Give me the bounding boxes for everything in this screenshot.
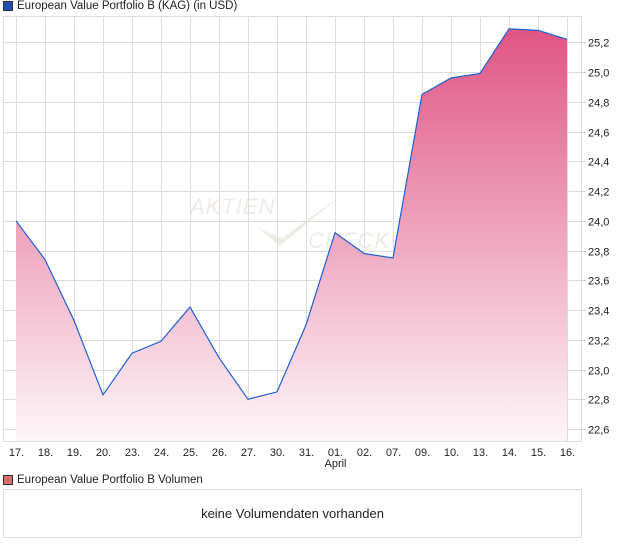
y-tick-label: 23,8 xyxy=(588,247,609,259)
x-tick-label: 15. xyxy=(531,447,546,459)
y-tick-label: 25,2 xyxy=(588,38,609,50)
x-tick-label: 20. xyxy=(96,447,111,459)
x-tick-label: 31. xyxy=(299,447,314,459)
volume-empty-message: keine Volumendaten vorhanden xyxy=(201,506,384,521)
x-tick-label: 10. xyxy=(444,447,459,459)
y-tick-label: 24,6 xyxy=(588,128,609,140)
y-tick-label: 24,2 xyxy=(588,187,609,199)
x-tick-label: 13. xyxy=(473,447,488,459)
x-tick-label: 26. xyxy=(212,447,227,459)
x-tick-label: 27. xyxy=(241,447,256,459)
y-tick-label: 24,4 xyxy=(588,157,609,169)
y-tick-label: 24,8 xyxy=(588,98,609,110)
svg-text:AKTIEN: AKTIEN xyxy=(188,194,275,219)
x-tick-label: 14. xyxy=(502,447,517,459)
volume-legend: European Value Portfolio B Volumen xyxy=(3,474,203,486)
y-tick-label: 23,2 xyxy=(588,336,609,348)
x-tick-label: 25. xyxy=(183,447,198,459)
x-tick-label: 17. xyxy=(9,447,24,459)
volume-legend-label: European Value Portfolio B Volumen xyxy=(17,474,203,486)
price-legend: European Value Portfolio B (KAG) (in USD… xyxy=(3,0,237,12)
y-tick-label: 25,0 xyxy=(588,68,609,80)
x-tick-label: 23. xyxy=(125,447,140,459)
price-legend-label: European Value Portfolio B (KAG) (in USD… xyxy=(17,0,238,12)
volume-panel: keine Volumendaten vorhanden xyxy=(3,489,582,538)
x-tick-label: 19. xyxy=(67,447,82,459)
y-tick-label: 22,8 xyxy=(588,395,609,407)
y-tick-label: 22,6 xyxy=(588,425,609,437)
price-legend-swatch xyxy=(3,1,13,11)
price-line xyxy=(15,28,568,400)
y-tick-label: 23,4 xyxy=(588,306,609,318)
x-month-label: April xyxy=(324,458,346,470)
aktiencheck-watermark: AKTIEN CHECK xyxy=(188,194,389,253)
price-chart: AKTIEN CHECK 22,6 22,8 23,0 23,2 23,4 23,6 23,… xyxy=(3,16,609,470)
volume-legend-swatch xyxy=(3,475,13,485)
x-tick-label: 16. xyxy=(560,447,575,459)
x-tick-label: 24. xyxy=(154,447,169,459)
price-area xyxy=(16,28,567,442)
x-tick-label: 07. xyxy=(386,447,401,459)
y-tick-label: 24,0 xyxy=(588,217,609,229)
plot-border xyxy=(3,16,582,442)
x-tick-label: 02. xyxy=(357,447,372,459)
x-tick-label: 01. xyxy=(328,447,343,459)
y-tick-label: 23,6 xyxy=(588,276,609,288)
y-tick-label: 23,0 xyxy=(588,366,609,378)
x-tick-label: 30. xyxy=(270,447,285,459)
x-tick-label: 18. xyxy=(38,447,53,459)
x-tick-label: 09. xyxy=(415,447,430,459)
